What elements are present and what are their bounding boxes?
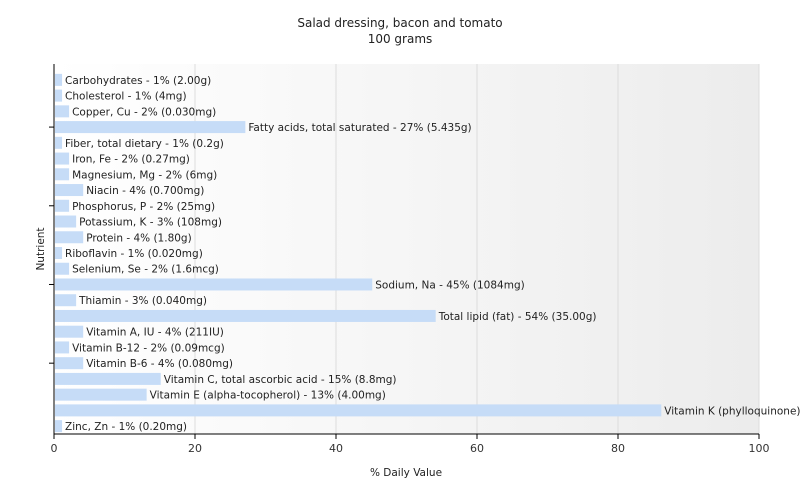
bar-label: Vitamin K (phylloquinone) - 86% (69.1mcg…: [664, 405, 800, 417]
bar-label: Magnesium, Mg - 2% (6mg): [72, 169, 217, 181]
x-tick-label: 100: [749, 442, 770, 455]
bar-label: Copper, Cu - 2% (0.030mg): [72, 106, 216, 118]
bar: [55, 199, 70, 212]
bar: [55, 294, 77, 307]
bar: [55, 372, 161, 385]
bar-label: Carbohydrates - 1% (2.00g): [65, 75, 211, 87]
bar: [55, 262, 70, 275]
bar-label: Vitamin C, total ascorbic acid - 15% (8.…: [164, 374, 397, 386]
bar: [55, 136, 63, 149]
bar-label: Niacin - 4% (0.700mg): [86, 185, 204, 197]
bar: [55, 184, 84, 197]
bar: [55, 215, 77, 228]
bar: [55, 89, 63, 102]
bar-label: Phosphorus, P - 2% (25mg): [72, 201, 215, 213]
chart-subtitle: 100 grams: [367, 32, 433, 46]
bar: [55, 231, 84, 244]
bar: [55, 420, 63, 433]
bar-label: Vitamin E (alpha-tocopherol) - 13% (4.00…: [150, 390, 386, 402]
bar-label: Thiamin - 3% (0.040mg): [78, 295, 207, 307]
bar-label: Total lipid (fat) - 54% (35.00g): [438, 311, 597, 323]
bar: [55, 309, 436, 322]
x-tick-label: 40: [329, 442, 343, 455]
bar: [55, 168, 70, 181]
bar-label: Vitamin B-12 - 2% (0.09mcg): [72, 342, 225, 354]
bar-label: Iron, Fe - 2% (0.27mg): [72, 154, 190, 166]
bar-label: Vitamin A, IU - 4% (211IU): [86, 327, 224, 339]
bar: [55, 341, 70, 354]
bar-label: Potassium, K - 3% (108mg): [79, 217, 222, 229]
x-tick-label: 60: [470, 442, 484, 455]
x-tick-label: 80: [611, 442, 625, 455]
bar-label: Selenium, Se - 2% (1.6mcg): [72, 264, 219, 276]
x-axis-title: % Daily Value: [370, 467, 442, 479]
bar: [55, 121, 246, 134]
chart-title: Salad dressing, bacon and tomato: [297, 16, 503, 30]
bar: [55, 152, 70, 165]
bar: [55, 357, 84, 370]
bar-label: Fiber, total dietary - 1% (0.2g): [65, 138, 224, 150]
bar: [55, 325, 84, 338]
bar-label: Cholesterol - 1% (4mg): [65, 91, 187, 103]
y-axis-title: Nutrient: [35, 227, 47, 270]
bar-label: Sodium, Na - 45% (1084mg): [375, 279, 524, 291]
bar-label: Vitamin B-6 - 4% (0.080mg): [86, 358, 233, 370]
x-tick-label: 0: [51, 442, 58, 455]
bar: [55, 73, 63, 86]
bar: [55, 404, 662, 417]
x-tick-label: 20: [188, 442, 202, 455]
bar: [55, 388, 147, 401]
bar-label: Fatty acids, total saturated - 27% (5.43…: [248, 122, 471, 134]
bar: [55, 247, 63, 259]
bar: [55, 278, 373, 291]
bar-label: Protein - 4% (1.80g): [86, 232, 192, 244]
bar: [55, 105, 70, 118]
bar-label: Zinc, Zn - 1% (0.20mg): [65, 421, 187, 433]
bar-label: Riboflavin - 1% (0.020mg): [65, 248, 203, 260]
